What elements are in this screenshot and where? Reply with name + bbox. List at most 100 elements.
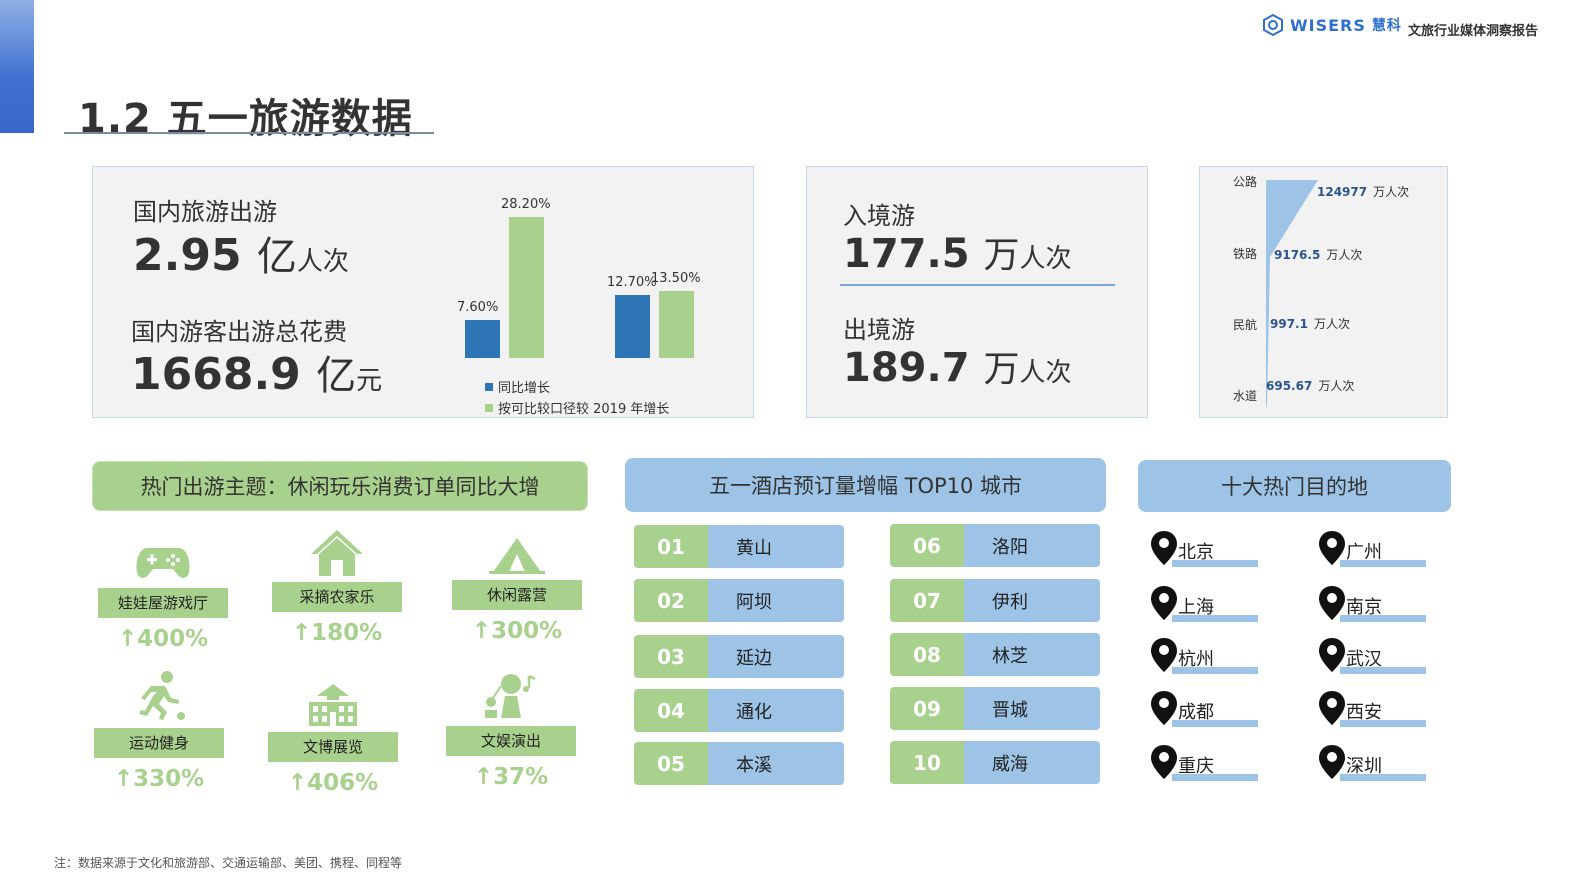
transport-label-rail: 铁路 <box>1233 247 1258 261</box>
museum-icon <box>309 684 357 726</box>
map-pin-icon <box>1319 745 1345 779</box>
destinations-header: 十大热门目的地 <box>1138 460 1451 512</box>
legend-item-2019: 按可比较口径较 2019 年增长 <box>485 398 669 417</box>
transport-value-air: 997.1 万人次 <box>1270 317 1350 331</box>
hotel-rank-item: 08 林芝 <box>890 633 1100 676</box>
hotel-rank-item: 06 洛阳 <box>890 524 1100 567</box>
destination-underline <box>1172 774 1258 781</box>
theme-item: 运动健身 ↑330% <box>94 670 224 792</box>
domestic-spend-value: 1668.9 亿元 <box>131 349 383 400</box>
legend-label: 同比增长 <box>498 381 551 396</box>
destination-item: 广州 <box>1318 530 1438 570</box>
destination-underline <box>1340 615 1426 622</box>
destination-name: 武汉 <box>1346 649 1382 670</box>
transport-value-rail: 9176.5 万人次 <box>1274 248 1363 262</box>
theme-growth: ↑37% <box>473 764 549 790</box>
theme-name: 文娱演出 <box>446 726 576 756</box>
destination-item: 成都 <box>1150 690 1270 730</box>
theme-growth: ↑406% <box>287 770 379 796</box>
transport-value-road: 124977 万人次 <box>1317 185 1410 199</box>
brand-logo: WISERS 慧科 <box>1262 14 1402 36</box>
destination-item: 杭州 <box>1150 637 1270 677</box>
destination-name: 南京 <box>1346 597 1382 618</box>
inbound-label: 入境游 <box>843 202 915 230</box>
farmhouse-icon <box>311 530 363 576</box>
domestic-trips-label: 国内旅游出游 <box>133 198 277 226</box>
rank-city: 伊利 <box>964 579 1100 622</box>
destination-underline <box>1340 774 1426 781</box>
footnote: 注：数据来源于文化和旅游部、交通运输部、美团、携程、同程等 <box>54 856 403 870</box>
chart-bar <box>615 294 650 358</box>
title-underline <box>64 132 434 134</box>
hotel-rank-item: 09 晋城 <box>890 687 1100 730</box>
chart-data-label: 13.50% <box>651 270 701 286</box>
theme-name: 文博展览 <box>268 732 398 762</box>
rank-city: 延边 <box>708 635 844 678</box>
hotel-rank-item: 10 威海 <box>890 741 1100 784</box>
rank-number: 10 <box>890 741 964 784</box>
destination-name: 西安 <box>1346 702 1382 723</box>
map-pin-icon <box>1319 586 1345 620</box>
map-pin-icon <box>1319 531 1345 565</box>
chart-bar <box>509 217 544 358</box>
rank-number: 04 <box>634 689 708 732</box>
side-accent-bar <box>0 0 34 133</box>
theme-name: 娃娃屋游戏厅 <box>98 588 228 618</box>
theme-growth: ↑180% <box>291 620 383 646</box>
rank-city: 本溪 <box>708 742 844 785</box>
destination-underline <box>1172 720 1258 727</box>
hotel-rank-item: 02 阿坝 <box>634 579 844 622</box>
theme-item: 休闲露营 ↑300% <box>452 522 582 644</box>
transport-value-water: 695.67 万人次 <box>1266 379 1355 393</box>
transport-funnel-shape <box>1266 180 1318 407</box>
map-pin-icon <box>1319 691 1345 725</box>
destination-underline <box>1340 560 1426 567</box>
gamepad-icon <box>136 548 190 578</box>
map-pin-icon <box>1151 638 1177 672</box>
performer-icon <box>485 674 536 718</box>
map-pin-icon <box>1151 586 1177 620</box>
theme-name: 采摘农家乐 <box>272 582 402 612</box>
destination-name: 杭州 <box>1178 649 1214 670</box>
destination-item: 武汉 <box>1318 637 1438 677</box>
transport-label-water: 水道 <box>1233 389 1258 403</box>
hotel-rank-item: 01 黄山 <box>634 525 844 568</box>
hotel-rank-item: 07 伊利 <box>890 579 1100 622</box>
destination-underline <box>1340 720 1426 727</box>
map-pin-icon <box>1151 691 1177 725</box>
rank-city: 洛阳 <box>964 524 1100 567</box>
map-pin-icon <box>1151 531 1177 565</box>
brand-name: WISERS <box>1290 15 1366 35</box>
destination-item: 上海 <box>1150 585 1270 625</box>
legend-swatch-green <box>485 403 493 412</box>
rank-city: 林芝 <box>964 633 1100 676</box>
panel-divider <box>840 284 1115 286</box>
map-pin-icon <box>1319 638 1345 672</box>
destination-name: 广州 <box>1346 542 1382 563</box>
themes-header: 热门出游主题：休闲玩乐消费订单同比大增 <box>92 461 588 511</box>
transport-panel <box>1199 166 1448 418</box>
domestic-trips-value: 2.95 亿人次 <box>133 230 349 281</box>
transport-label-road: 公路 <box>1233 175 1258 189</box>
tent-icon <box>489 538 545 574</box>
hotel-rank-item: 04 通化 <box>634 689 844 732</box>
theme-item: 文博展览 ↑406% <box>268 674 398 796</box>
theme-name: 运动健身 <box>94 728 224 758</box>
destination-underline <box>1172 560 1258 567</box>
hexagon-logo-icon <box>1263 14 1283 36</box>
page-title: 1.2 五一旅游数据 <box>78 96 413 142</box>
theme-name: 休闲露营 <box>452 580 582 610</box>
rank-number: 09 <box>890 687 964 730</box>
rank-city: 通化 <box>708 689 844 732</box>
theme-growth: ↑300% <box>471 618 563 644</box>
border-travel-panel <box>806 166 1148 418</box>
destination-item: 北京 <box>1150 530 1270 570</box>
rank-number: 08 <box>890 633 964 676</box>
chart-bar <box>465 320 500 358</box>
destination-name: 成都 <box>1178 702 1214 723</box>
runner-icon <box>139 671 185 720</box>
theme-growth: ↑330% <box>113 766 205 792</box>
report-title: 文旅行业媒体洞察报告 <box>1408 24 1539 39</box>
rank-city: 阿坝 <box>708 579 844 622</box>
theme-item: 采摘农家乐 ↑180% <box>272 524 402 646</box>
